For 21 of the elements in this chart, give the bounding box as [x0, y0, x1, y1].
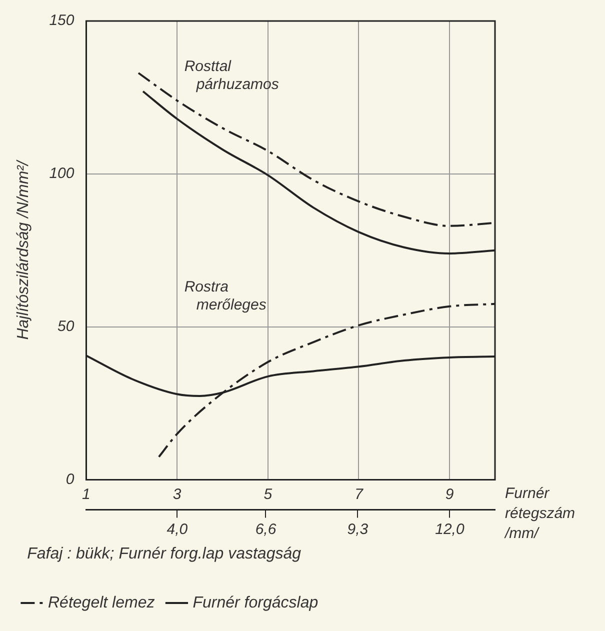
- y-tick-label: 0: [66, 470, 75, 488]
- x-tick-label: 5: [264, 486, 273, 503]
- x2-tick-label: 12,0: [435, 520, 465, 538]
- legend-label: Furnér forgácslap: [192, 594, 318, 612]
- annotation: Rosttal párhuzamos: [184, 58, 280, 94]
- legend-label: Rétegelt lemez: [48, 594, 155, 612]
- y-axis-title: Hajlítószilárdság /N/mm²/: [15, 159, 32, 340]
- x2-tick-label: 6,6: [255, 520, 277, 538]
- x-tick-label: 7: [354, 486, 364, 503]
- x2-tick-label: 9,3: [347, 520, 369, 538]
- y-tick-label: 150: [49, 12, 75, 30]
- x-tick-label: 3: [172, 486, 182, 503]
- annotation: Rostra merőleges: [184, 278, 267, 314]
- x2-tick-label: 4,0: [166, 520, 188, 538]
- text: Fafaj : bükk; Furnér forg.lap vastagság: [27, 545, 302, 562]
- x-tick-label: 9: [445, 486, 454, 503]
- x2-axis-title: /mm/: [504, 524, 540, 542]
- y-tick-label: 100: [49, 165, 75, 182]
- y-tick-label: 50: [58, 318, 75, 336]
- x-tick-label: 1: [82, 486, 90, 503]
- x-axis-title: Furnér rétegszám: [505, 484, 576, 522]
